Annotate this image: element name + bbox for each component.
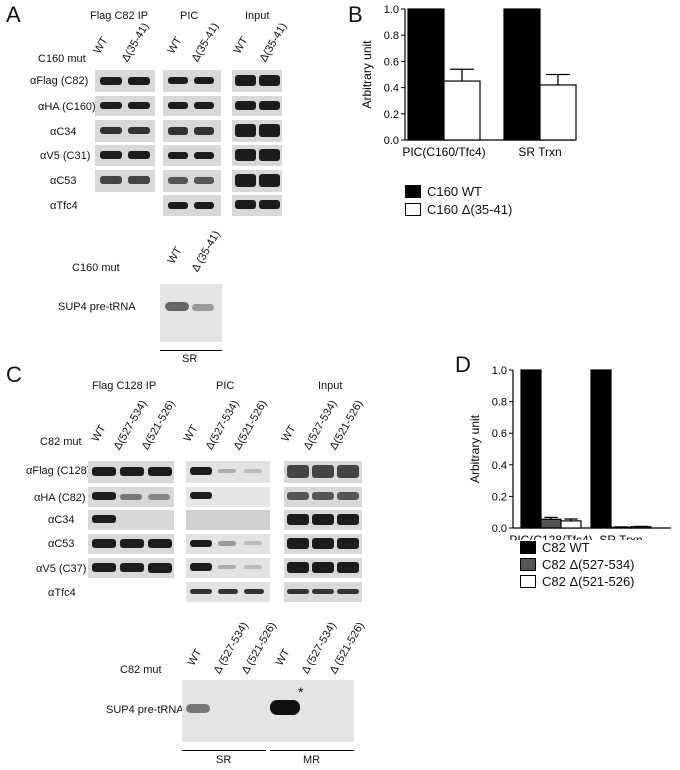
lane-label-mut: Δ(35-41): [189, 20, 222, 65]
y-tick-label: 0.4: [492, 460, 507, 472]
legend-label: C82 Δ(527-534): [542, 557, 635, 572]
y-tick-label: 0.0: [492, 523, 507, 535]
row-label: αV5 (C37): [36, 563, 87, 575]
panel-letter-c: C: [6, 362, 22, 387]
gel-lane-label: WT: [273, 647, 293, 668]
row-label: αV5 (C31): [40, 150, 91, 162]
y-tick-label: 1.0: [492, 365, 507, 377]
gel-row-label: SUP4 pre-tRNA: [58, 301, 136, 313]
legend-swatch: [520, 575, 536, 588]
lane-label-wt: WT: [89, 423, 109, 444]
mut-label: C160 mut: [38, 53, 86, 65]
panel-letter-b: B: [348, 2, 363, 27]
col-header-input: Input: [318, 380, 343, 392]
legend-item: C160 Δ(35-41): [405, 202, 512, 217]
gel-group-line: [160, 350, 222, 351]
row-label: αHA (C82): [34, 492, 86, 504]
gel-group-label: SR: [216, 754, 232, 766]
legend-swatch: [520, 558, 536, 571]
lane-label-wt: WT: [279, 423, 299, 444]
bar: [560, 520, 582, 529]
gel-lane-label: WT: [185, 647, 205, 668]
row-label: αFlag (C128): [26, 465, 91, 477]
bar: [443, 80, 481, 141]
bar: [503, 8, 541, 141]
gel-row-label: SUP4 pre-tRNA: [106, 704, 184, 716]
lane-label-wt: WT: [181, 423, 201, 444]
x-category-label: PIC(C128/Tfc4): [509, 533, 592, 540]
col-header-ip: Flag C82 IP: [90, 10, 149, 22]
row-label: αC34: [50, 126, 77, 138]
y-tick-label: 0.0: [384, 135, 399, 147]
legend-d: C82 WT C82 Δ(527-534) C82 Δ(521-526): [520, 540, 635, 589]
bar: [539, 84, 577, 141]
col-header-input: Input: [245, 10, 270, 22]
legend-swatch: [405, 185, 421, 198]
row-label: αC34: [48, 514, 75, 526]
bar: [520, 369, 542, 529]
y-tick-label: 1.0: [384, 4, 399, 16]
col-header-pic: PIC: [180, 10, 199, 22]
y-tick-label: 0.4: [384, 83, 399, 95]
bar-chart-d: 0.0 0.2 0.4 0.6 0.8 1.0 Arbitrary unit PIC(C128…: [468, 365, 671, 540]
y-tick-label: 0.2: [492, 491, 507, 503]
y-axis-label: Arbitrary unit: [468, 414, 482, 483]
gel-group-line: [270, 750, 354, 751]
legend-label: C160 WT: [427, 184, 482, 199]
row-label: αC53: [48, 538, 75, 550]
x-category-label: SR Trxn: [599, 533, 642, 540]
legend-item: C82 Δ(527-534): [520, 557, 635, 572]
y-tick-label: 0.6: [384, 56, 399, 68]
bar: [540, 518, 562, 529]
legend-label: C160 Δ(35-41): [427, 202, 513, 217]
gel-lane-label-mut: Δ (35-41): [189, 228, 223, 274]
y-tick-label: 0.2: [384, 109, 399, 121]
bar: [407, 8, 445, 141]
bar: [590, 369, 612, 529]
gel-group-line: [182, 750, 266, 751]
mut-label: C82 mut: [40, 436, 82, 448]
gel-group-label: SR: [182, 353, 198, 365]
lane-label-wt: WT: [91, 35, 111, 56]
lane-label-mut: Δ(35-41): [257, 20, 290, 65]
lane-label-wt: WT: [231, 35, 251, 56]
gel-lane-label-wt: WT: [165, 245, 185, 266]
legend-item: C82 Δ(521-526): [520, 574, 635, 589]
panel-letter-a: A: [6, 2, 21, 27]
y-axis-label: Arbitrary unit: [360, 40, 374, 109]
col-header-pic: PIC: [216, 380, 235, 392]
bar-chart-b: 0.0 0.2 0.4 0.6 0.8 1.0 Arbitrary unit PIC(C160…: [360, 4, 577, 159]
y-tick-label: 0.8: [492, 397, 507, 409]
lane-label-wt: WT: [165, 35, 185, 56]
gel-mut-label: C82 mut: [120, 664, 162, 676]
lane-label-mut: Δ(35-41): [119, 20, 152, 65]
col-header-ip: Flag C128 IP: [92, 380, 157, 392]
y-tick-label: 0.8: [384, 30, 399, 42]
legend-label: C82 WT: [542, 540, 590, 555]
legend-b: C160 WT C160 Δ(35-41): [405, 184, 512, 217]
row-label: αC53: [50, 175, 77, 187]
legend-swatch: [405, 203, 421, 216]
y-tick-label: 0.6: [492, 428, 507, 440]
row-label: αFlag (C82): [30, 75, 89, 87]
row-label: αTfc4: [48, 587, 76, 599]
legend-label: C82 Δ(521-526): [542, 574, 635, 589]
legend-item: C82 WT: [520, 540, 635, 555]
asterisk-marker: *: [298, 684, 304, 700]
panel-letter-d: D: [455, 352, 471, 377]
row-label: αTfc4: [50, 200, 78, 212]
x-category-label: PIC(C160/Tfc4): [402, 145, 485, 159]
gel-mut-label: C160 mut: [72, 262, 120, 274]
row-label: αHA (C160): [38, 101, 96, 113]
gel-group-label: MR: [303, 754, 321, 766]
legend-swatch: [520, 541, 536, 554]
x-category-label: SR Trxn: [518, 145, 561, 159]
legend-item: C160 WT: [405, 184, 512, 199]
